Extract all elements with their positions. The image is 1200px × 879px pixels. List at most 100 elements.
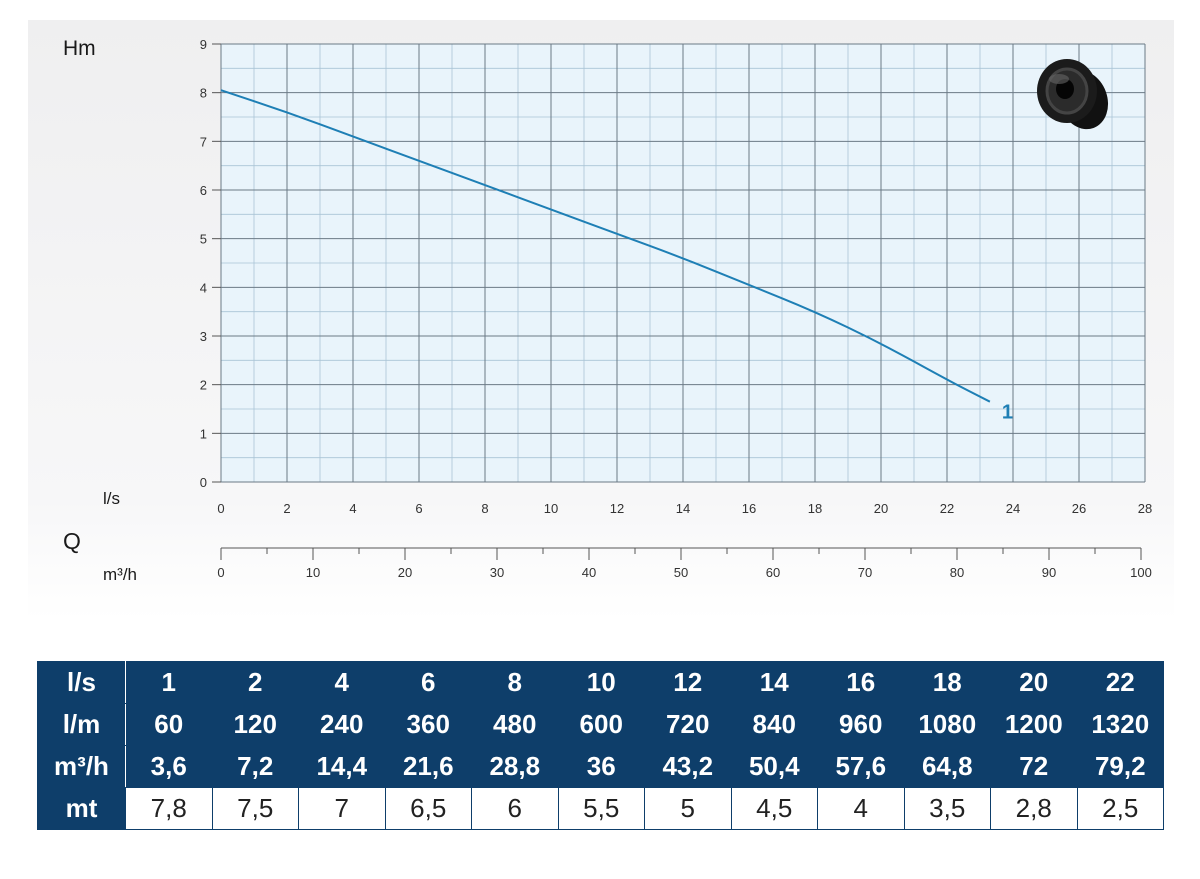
table-cell: 360 [384, 703, 472, 746]
table-cell: 2,8 [990, 787, 1078, 830]
table-cell: 3,5 [903, 787, 991, 830]
curve-label: 1 [1002, 402, 1013, 424]
table-cell: 64,8 [903, 745, 991, 788]
major-grid [220, 43, 1146, 483]
y-tick-label: 8 [200, 86, 207, 101]
table-cell: 4 [298, 661, 386, 704]
table-cell: 2 [211, 661, 299, 704]
table-cell: 960 [817, 703, 905, 746]
x-tick-label: 4 [349, 501, 356, 516]
y-tick-label: 5 [200, 232, 207, 247]
x-tick-label: 18 [808, 501, 822, 516]
table-cell: 50,4 [730, 745, 818, 788]
x-tick-label: 8 [481, 501, 488, 516]
table-cell: 22 [1076, 661, 1164, 704]
table-cell: 5,5 [557, 787, 645, 830]
table-cell: 4 [817, 787, 905, 830]
x-tick-label: 12 [610, 501, 624, 516]
table-cell: 1320 [1076, 703, 1164, 746]
x-tick-label: 28 [1138, 501, 1152, 516]
row-label: m³/h [37, 745, 126, 788]
table-cell: 120 [211, 703, 299, 746]
table-cell: 3,6 [125, 745, 213, 788]
x2-tick-label: 50 [674, 565, 688, 580]
curves: 1 [220, 89, 1013, 424]
table-cell: 2,5 [1076, 787, 1164, 830]
table-cell: 6 [471, 787, 559, 830]
y-tick-label: 0 [200, 475, 207, 490]
x-axis-label-m3h: m³/h [103, 565, 137, 584]
x2-tick-label: 80 [950, 565, 964, 580]
table-cell: 600 [557, 703, 645, 746]
y-tick-label: 9 [200, 37, 207, 52]
table-cell: 5 [644, 787, 732, 830]
x-tick-label: 26 [1072, 501, 1086, 516]
table-cell: 840 [730, 703, 818, 746]
x-tick-label: 20 [874, 501, 888, 516]
table-cell: 1080 [903, 703, 991, 746]
table-cell: 480 [471, 703, 559, 746]
y-tick-label: 3 [200, 329, 207, 344]
x-tick-label: 10 [544, 501, 558, 516]
x2-tick-label: 60 [766, 565, 780, 580]
table-cell: 60 [125, 703, 213, 746]
table-cell: 28,8 [471, 745, 559, 788]
y-axis-label: Hm [63, 37, 96, 60]
table-cell: 7,2 [211, 745, 299, 788]
row-label: mt [37, 787, 126, 830]
table-cell: 57,6 [817, 745, 905, 788]
x2-tick-label: 10 [306, 565, 320, 580]
x-tick-label: 6 [415, 501, 422, 516]
table-cell: 36 [557, 745, 645, 788]
y-tick-label: 1 [200, 426, 207, 441]
table-cell: 6 [384, 661, 472, 704]
x-tick-label: 16 [742, 501, 756, 516]
table-cell: 72 [990, 745, 1078, 788]
table-cell: 21,6 [384, 745, 472, 788]
pump-impeller-icon [1037, 59, 1109, 130]
row-label: l/m [37, 703, 126, 746]
table-cell: 4,5 [730, 787, 818, 830]
y-tick-label: 7 [200, 134, 207, 149]
table-cell: 240 [298, 703, 386, 746]
table-cell: 720 [644, 703, 732, 746]
x-tick-label: 0 [217, 501, 224, 516]
table-cell: 14,4 [298, 745, 386, 788]
x2-tick-label: 0 [217, 565, 224, 580]
x2-tick-label: 100 [1130, 565, 1152, 580]
y-tick-label: 2 [200, 378, 207, 393]
table-cell: 12 [644, 661, 732, 704]
table-cell: 7,5 [211, 787, 299, 830]
curve-1 [220, 89, 991, 403]
x2-tick-label: 20 [398, 565, 412, 580]
table-cell: 16 [817, 661, 905, 704]
q-label: Q [63, 528, 81, 554]
x-axis-m3h: 0 10 20 30 40 50 60 70 80 90 100 [217, 547, 1152, 580]
table-row: l/s 1 2 4 6 8 10 12 14 16 18 20 22 [37, 661, 1164, 704]
table-cell: 7,8 [125, 787, 213, 830]
table-row: mt 7,8 7,5 7 6,5 6 5,5 5 4,5 4 3,5 2,8 2,5 [37, 787, 1164, 830]
table-cell: 14 [730, 661, 818, 704]
table-cell: 1200 [990, 703, 1078, 746]
y-tick-label: 4 [200, 280, 207, 295]
x2-tick-label: 70 [858, 565, 872, 580]
table-cell: 18 [903, 661, 991, 704]
table-row: m³/h 3,6 7,2 14,4 21,6 28,8 36 43,2 50,4 57,6 64,8… [37, 745, 1164, 788]
x-axis-label-ls: l/s [103, 489, 120, 508]
table-cell: 7 [298, 787, 386, 830]
x2-tick-label: 90 [1042, 565, 1056, 580]
table-cell: 1 [125, 661, 213, 704]
table-cell: 8 [471, 661, 559, 704]
y-tick-labels: 0 1 2 3 4 5 6 7 8 9 [200, 37, 221, 490]
y-tick-label: 6 [200, 183, 207, 198]
x-tick-labels-ls: 0 2 4 6 8 10 12 14 16 18 20 22 24 26 28 [217, 501, 1152, 516]
x2-tick-label: 30 [490, 565, 504, 580]
x-tick-label: 2 [283, 501, 290, 516]
row-label: l/s [37, 661, 126, 704]
table-cell: 20 [990, 661, 1078, 704]
x-tick-label: 22 [940, 501, 954, 516]
performance-table: l/s 1 2 4 6 8 10 12 14 16 18 20 22 l/m 60 120 240 360 480 6… [37, 661, 1164, 830]
table-cell: 6,5 [384, 787, 472, 830]
table-row: l/m 60 120 240 360 480 600 720 840 960 1080 1200 132… [37, 703, 1164, 746]
